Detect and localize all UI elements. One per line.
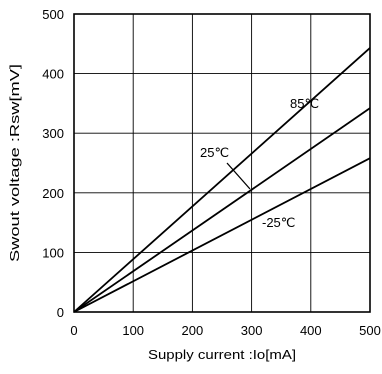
y-axis-label: Swout voltage :Rsw[mV]	[7, 64, 22, 262]
x-tick-labels: 0 100 200 300 400 500	[70, 323, 380, 338]
x-tick-label: 100	[122, 323, 144, 338]
y-tick-labels: 0 100 200 300 400 500	[42, 7, 64, 320]
y-tick-label: 500	[42, 7, 64, 22]
x-tick-label: 400	[300, 323, 322, 338]
y-tick-label: 400	[42, 67, 64, 82]
y-tick-label: 100	[42, 245, 64, 260]
series-label: 85℃	[290, 96, 319, 111]
x-tick-label: 200	[182, 323, 204, 338]
x-tick-label: 300	[241, 323, 263, 338]
y-tick-label: 300	[42, 126, 64, 141]
grid	[74, 14, 370, 312]
series-labels: 85℃ 25℃ -25℃	[200, 96, 319, 230]
y-tick-label: 200	[42, 186, 64, 201]
x-tick-label: 500	[359, 323, 381, 338]
series-label: 25℃	[200, 145, 229, 160]
series-line	[73, 107, 371, 313]
series-line	[73, 47, 371, 313]
plot-frame	[73, 13, 371, 313]
series-line	[73, 157, 371, 313]
x-tick-label: 0	[70, 323, 77, 338]
series-label: -25℃	[262, 215, 295, 230]
x-axis-label: Supply current :Io[mA]	[148, 347, 296, 362]
y-tick-label: 0	[57, 305, 64, 320]
series-lines	[73, 47, 371, 313]
label-leader-line	[226, 162, 251, 190]
